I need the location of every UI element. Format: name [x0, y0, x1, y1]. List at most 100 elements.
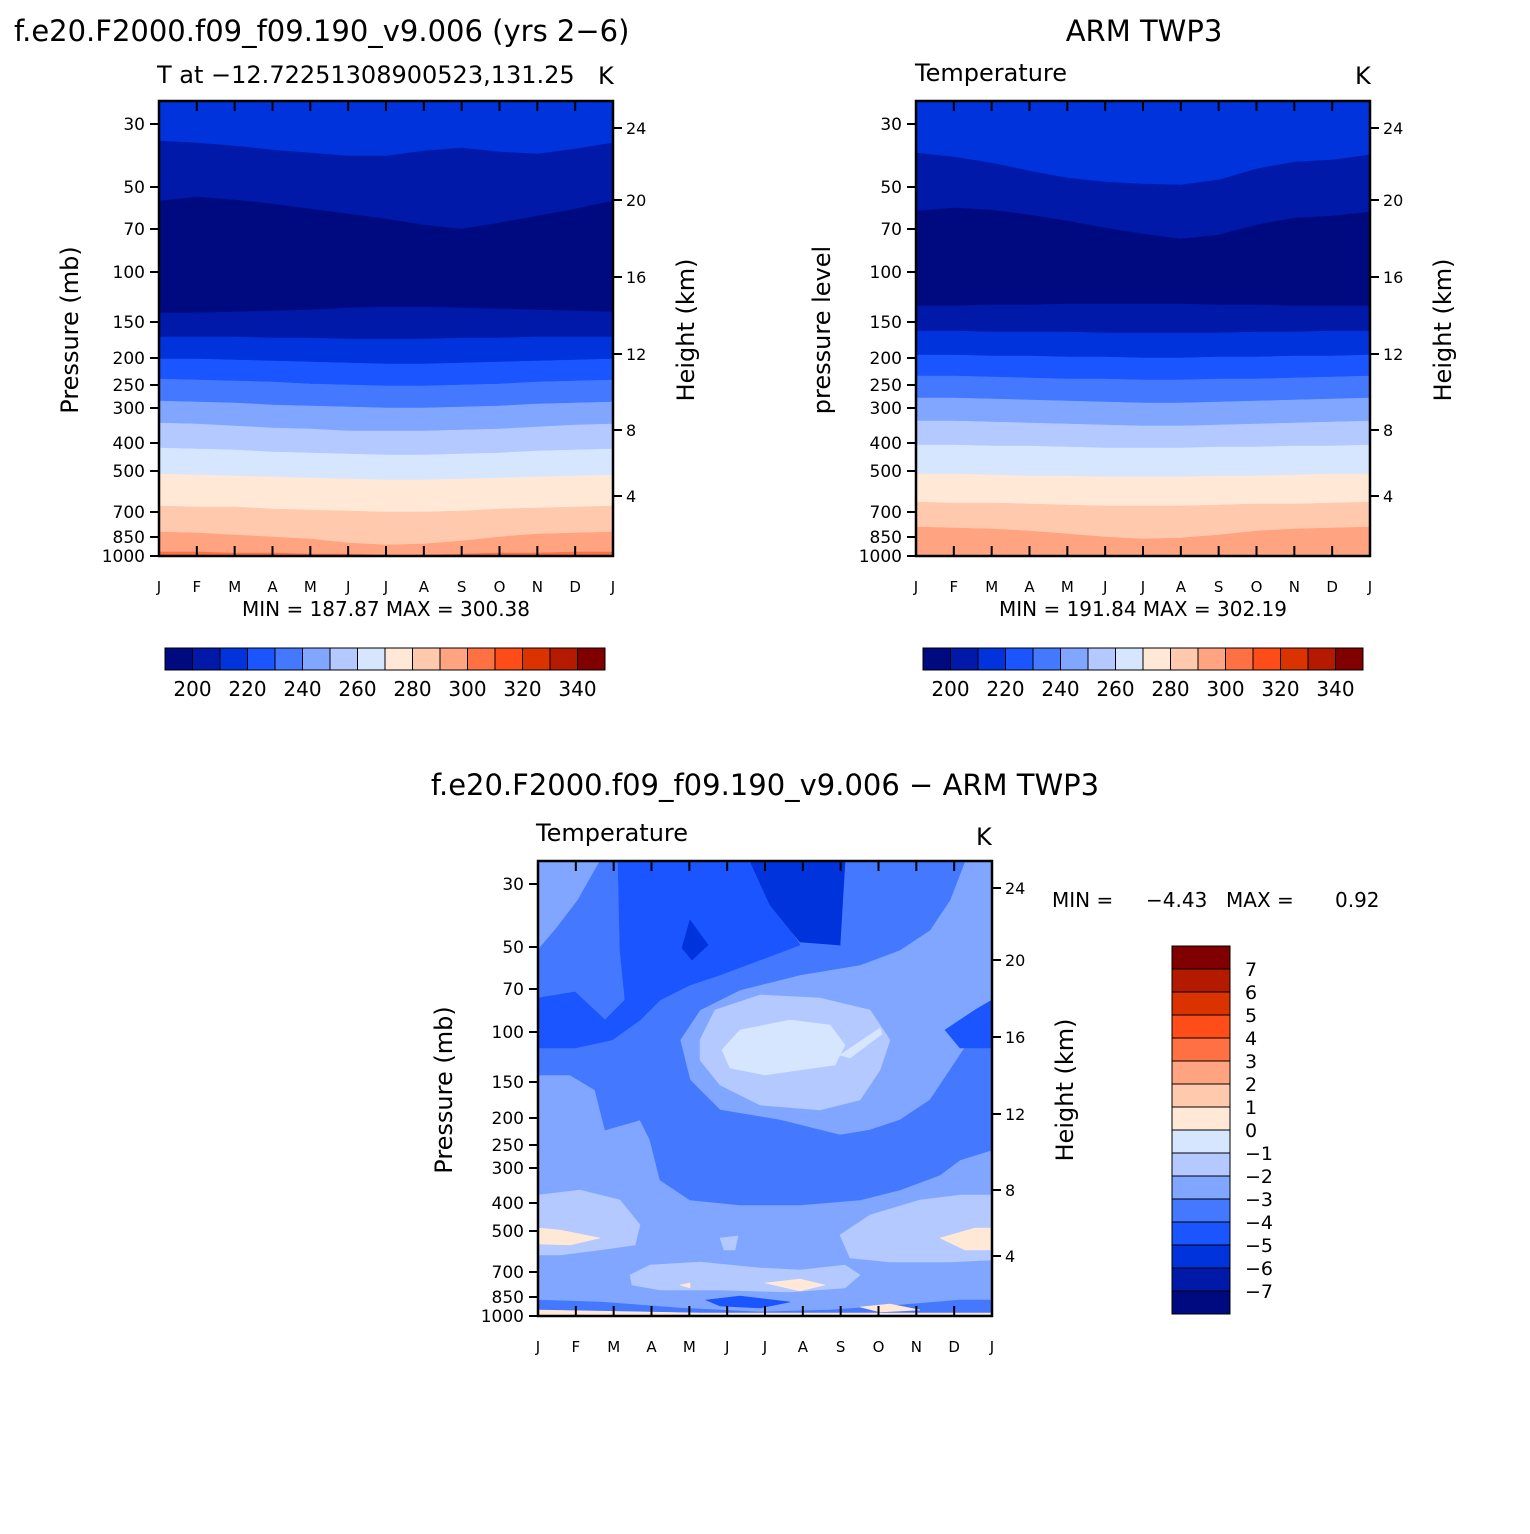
- colorbar-swatch: [1171, 1267, 1231, 1292]
- x-tick-label: J: [989, 1338, 994, 1356]
- colorbar-label: 300: [1206, 677, 1244, 701]
- colorbar-swatch: [1197, 647, 1226, 671]
- y-tick-label: 500: [113, 462, 145, 482]
- y-tick-label: 250: [870, 376, 902, 396]
- y-tick-label: 500: [492, 1222, 524, 1242]
- panel-obs: ARM TWP3 Temperature K J F M A M J J A S O N D J 30 50…: [808, 14, 1457, 701]
- x-tick-label: J: [1367, 578, 1372, 596]
- colorbar-swatch: [1225, 647, 1254, 671]
- colorbar-label: 6: [1245, 982, 1257, 1004]
- contour-region: [681, 919, 709, 961]
- panel-model-subtitle: T at −12.72251308900523,131.25: [156, 61, 575, 89]
- panel-diff-contours: [537, 860, 993, 1317]
- colorbar-swatch: [467, 647, 496, 671]
- panel-obs-contours: [915, 100, 1371, 557]
- y-tick-label: 400: [113, 434, 145, 454]
- panel-model-colorbar: 200 220 240 260 280 300 320 340: [164, 647, 606, 701]
- x-tick-label: J: [610, 578, 615, 596]
- colorbar-swatch: [1171, 1152, 1231, 1177]
- x-tick-label: J: [383, 578, 388, 596]
- colorbar-swatch: [1171, 1198, 1231, 1223]
- colorbar-label: 5: [1245, 1005, 1257, 1027]
- colorbar-swatch: [219, 647, 248, 671]
- y-right-tick-label: 12: [626, 345, 646, 364]
- y-tick-label: 30: [123, 115, 145, 135]
- panel-obs-colorbar: 200 220 240 260 280 300 320 340: [922, 647, 1364, 701]
- panel-model-stats: MIN = 187.87 MAX = 300.38: [242, 597, 530, 621]
- contour-region: [679, 1282, 691, 1289]
- x-tick-label: F: [193, 578, 202, 596]
- colorbar-swatch: [357, 647, 386, 671]
- y-tick-label: 70: [502, 980, 524, 1000]
- colorbar-swatch: [1171, 945, 1231, 970]
- colorbar-swatch: [329, 647, 358, 671]
- y-tick-label: 1000: [859, 547, 902, 567]
- panel-diff: f.e20.F2000.f09_f09.190_v9.006 − ARM TWP…: [430, 768, 1380, 1356]
- y-tick-label: 400: [870, 434, 902, 454]
- x-tick-label: O: [494, 578, 506, 596]
- colorbar-label: −4: [1245, 1212, 1273, 1234]
- panel-obs-ylabel: pressure level: [808, 246, 836, 414]
- contour-band: [915, 303, 1371, 334]
- colorbar-label: 0: [1245, 1120, 1257, 1142]
- colorbar-label: −2: [1245, 1166, 1273, 1188]
- colorbar-swatch: [522, 647, 551, 671]
- colorbar-swatch: [164, 647, 193, 671]
- y-right-tick-label: 16: [1005, 1028, 1025, 1047]
- x-tick-label: N: [532, 578, 543, 596]
- x-tick-label: M: [304, 578, 317, 596]
- panel-diff-max-value: 0.92: [1335, 888, 1380, 912]
- colorbar-swatch: [1171, 1060, 1231, 1085]
- x-tick-label: M: [985, 578, 998, 596]
- y-right-tick-label: 16: [626, 268, 646, 287]
- colorbar-swatch: [1005, 647, 1034, 671]
- x-tick-label: S: [836, 1338, 846, 1356]
- colorbar-swatch: [950, 647, 979, 671]
- colorbar-swatch: [1170, 647, 1199, 671]
- colorbar-swatch: [1171, 1290, 1231, 1315]
- colorbar-swatch: [1087, 647, 1116, 671]
- x-tick-label: F: [950, 578, 959, 596]
- colorbar-label: −1: [1245, 1143, 1273, 1165]
- colorbar-swatch: [1171, 1175, 1231, 1200]
- y-tick-label: 200: [113, 349, 145, 369]
- x-tick-label: M: [228, 578, 241, 596]
- y-tick-label: 850: [870, 528, 902, 548]
- x-tick-label: D: [948, 1338, 960, 1356]
- y-tick-label: 100: [870, 263, 902, 283]
- panel-diff-axes: J F M A M J J A S O N D J 30 50 70 100 150 200 250 300 400 500…: [481, 861, 1025, 1356]
- colorbar-label: 280: [1151, 677, 1189, 701]
- y-right-tick-label: 4: [1005, 1247, 1015, 1266]
- colorbar-label: −6: [1245, 1258, 1273, 1280]
- colorbar-label: 340: [558, 677, 596, 701]
- y-tick-label: 1000: [481, 1307, 524, 1327]
- x-tick-label: D: [1326, 578, 1338, 596]
- panel-obs-subtitle: Temperature: [914, 59, 1067, 87]
- contour-band: [915, 354, 1371, 381]
- y-tick-label: 30: [502, 875, 524, 895]
- contour-region: [719, 1235, 739, 1251]
- colorbar-label: −7: [1245, 1281, 1273, 1303]
- colorbar-swatch: [1171, 1106, 1231, 1131]
- colorbar-swatch: [1335, 647, 1364, 671]
- x-tick-label: J: [156, 578, 161, 596]
- y-tick-label: 850: [492, 1288, 524, 1308]
- colorbar-label: 3: [1245, 1051, 1257, 1073]
- colorbar-label: 320: [503, 677, 541, 701]
- colorbar-label: 220: [228, 677, 266, 701]
- panel-obs-ylabel-right: Height (km): [1429, 259, 1457, 402]
- colorbar-label: 4: [1245, 1028, 1257, 1050]
- y-tick-label: 200: [870, 349, 902, 369]
- colorbar-swatch: [977, 647, 1006, 671]
- y-right-tick-label: 8: [626, 421, 636, 440]
- colorbar-label: 220: [986, 677, 1024, 701]
- panel-model: f.e20.F2000.f09_f09.190_v9.006 (yrs 2−6)…: [14, 14, 700, 701]
- colorbar-label: 240: [1041, 677, 1079, 701]
- x-tick-label: J: [1102, 578, 1107, 596]
- panel-diff-title: f.e20.F2000.f09_f09.190_v9.006 − ARM TWP…: [431, 768, 1099, 802]
- x-tick-label: O: [1251, 578, 1263, 596]
- colorbar-swatch: [922, 647, 951, 671]
- colorbar-label: 1: [1245, 1097, 1257, 1119]
- x-tick-label: J: [345, 578, 350, 596]
